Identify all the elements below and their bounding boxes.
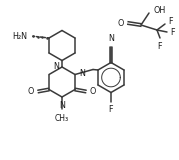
Text: O: O — [118, 19, 124, 28]
Text: N: N — [59, 101, 65, 110]
Text: F: F — [109, 105, 113, 115]
Text: F: F — [170, 28, 175, 36]
Text: N: N — [53, 61, 59, 71]
Text: F: F — [168, 16, 173, 25]
Text: N: N — [108, 33, 114, 43]
Text: H₂N: H₂N — [12, 32, 27, 40]
Text: F: F — [158, 42, 162, 51]
Text: CH₃: CH₃ — [55, 114, 69, 123]
Text: N: N — [79, 69, 85, 78]
Text: O: O — [28, 87, 34, 96]
Text: OH: OH — [153, 5, 165, 15]
Text: O: O — [90, 87, 96, 96]
